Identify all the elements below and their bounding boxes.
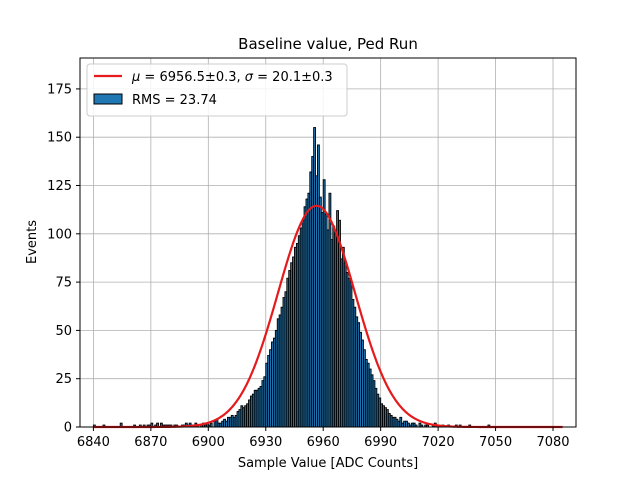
y-tick-label: 50 — [55, 324, 72, 339]
x-tick-label: 7080 — [536, 435, 569, 450]
x-axis-ticks: 6840 6870 6900 6930 6960 6990 7020 7050 7080 — [77, 427, 570, 450]
y-tick-label: 175 — [47, 82, 72, 97]
x-tick-label: 6870 — [134, 435, 167, 450]
legend-box — [86, 63, 348, 117]
x-tick-label: 6960 — [307, 435, 340, 450]
y-axis-label: Events — [25, 220, 40, 264]
legend: μ = 6956.5±0.3, σ = 20.1±0.3 RMS = 23.74 — [86, 63, 348, 117]
y-tick-label: 75 — [55, 276, 72, 291]
y-tick-label: 125 — [47, 179, 72, 194]
x-tick-label: 6840 — [77, 435, 110, 450]
y-tick-label: 100 — [47, 227, 72, 242]
y-tick-label: 150 — [47, 131, 72, 146]
x-tick-label: 6990 — [364, 435, 397, 450]
x-tick-label: 6930 — [249, 435, 282, 450]
legend-histogram-label: RMS = 23.74 — [132, 93, 217, 108]
legend-histogram-swatch — [93, 93, 123, 105]
chart-title: Baseline value, Ped Run — [238, 35, 418, 53]
plot-area: 6840 6870 6900 6930 6960 6990 7020 7050 7080 0 25… — [47, 57, 577, 450]
x-tick-label: 7050 — [479, 435, 512, 450]
y-tick-label: 0 — [64, 421, 72, 436]
y-axis-ticks: 0 25 50 75 100 125 150 175 — [47, 82, 80, 436]
x-tick-label: 6900 — [192, 435, 225, 450]
axes-frame — [79, 57, 577, 428]
histogram-bar — [209, 422, 213, 428]
y-tick-label: 25 — [55, 372, 72, 387]
x-axis-label: Sample Value [ADC Counts] — [238, 456, 418, 471]
legend-fit-label: μ = 6956.5±0.3, σ = 20.1±0.3 — [131, 70, 333, 85]
x-tick-label: 7020 — [422, 435, 455, 450]
